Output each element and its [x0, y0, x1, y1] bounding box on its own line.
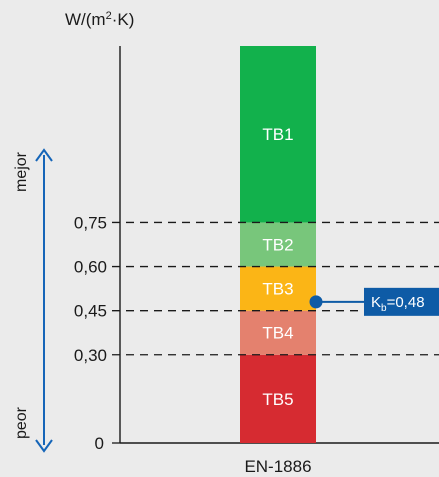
kb-marker: Kb=0,48	[309, 287, 439, 316]
arrow-down-head	[35, 439, 53, 453]
arrow-top-label: mejor	[13, 151, 30, 192]
class-segment-tb2	[240, 222, 316, 267]
class-segments: TB5 TB4 TB3 TB2 TB1	[240, 46, 316, 443]
class-segment-tb4	[240, 310, 316, 355]
class-segment-tb5	[240, 354, 316, 443]
arrow-bottom-label: peor	[13, 406, 30, 439]
kb-marker-dot	[309, 295, 323, 309]
class-label-tb4: TB4	[262, 324, 293, 343]
class-segment-tb1	[240, 46, 316, 223]
class-label-tb3: TB3	[262, 280, 293, 299]
better-worse-arrow: mejor peor	[13, 148, 53, 453]
y-tick-label: 0,60	[74, 258, 107, 277]
class-label-tb2: TB2	[262, 236, 293, 255]
class-label-tb1: TB1	[262, 125, 293, 144]
kb-marker-label: Kb=0,48	[371, 294, 425, 314]
y-tick-label: 0	[95, 434, 104, 453]
y-tick-labels: 0 0,30 0,45 0,60 0,75	[74, 213, 120, 453]
y-tick-label: 0,75	[74, 213, 107, 232]
class-label-tb5: TB5	[262, 390, 293, 409]
x-category-label: EN-1886	[244, 457, 311, 476]
y-tick-label: 0,30	[74, 346, 107, 365]
arrow-up-head	[35, 148, 53, 162]
y-axis-unit-label: W/(m2·K)	[65, 10, 134, 29]
kb-marker-box	[364, 287, 439, 316]
class-segment-tb3	[240, 266, 316, 311]
y-tick-label: 0,45	[74, 302, 107, 321]
